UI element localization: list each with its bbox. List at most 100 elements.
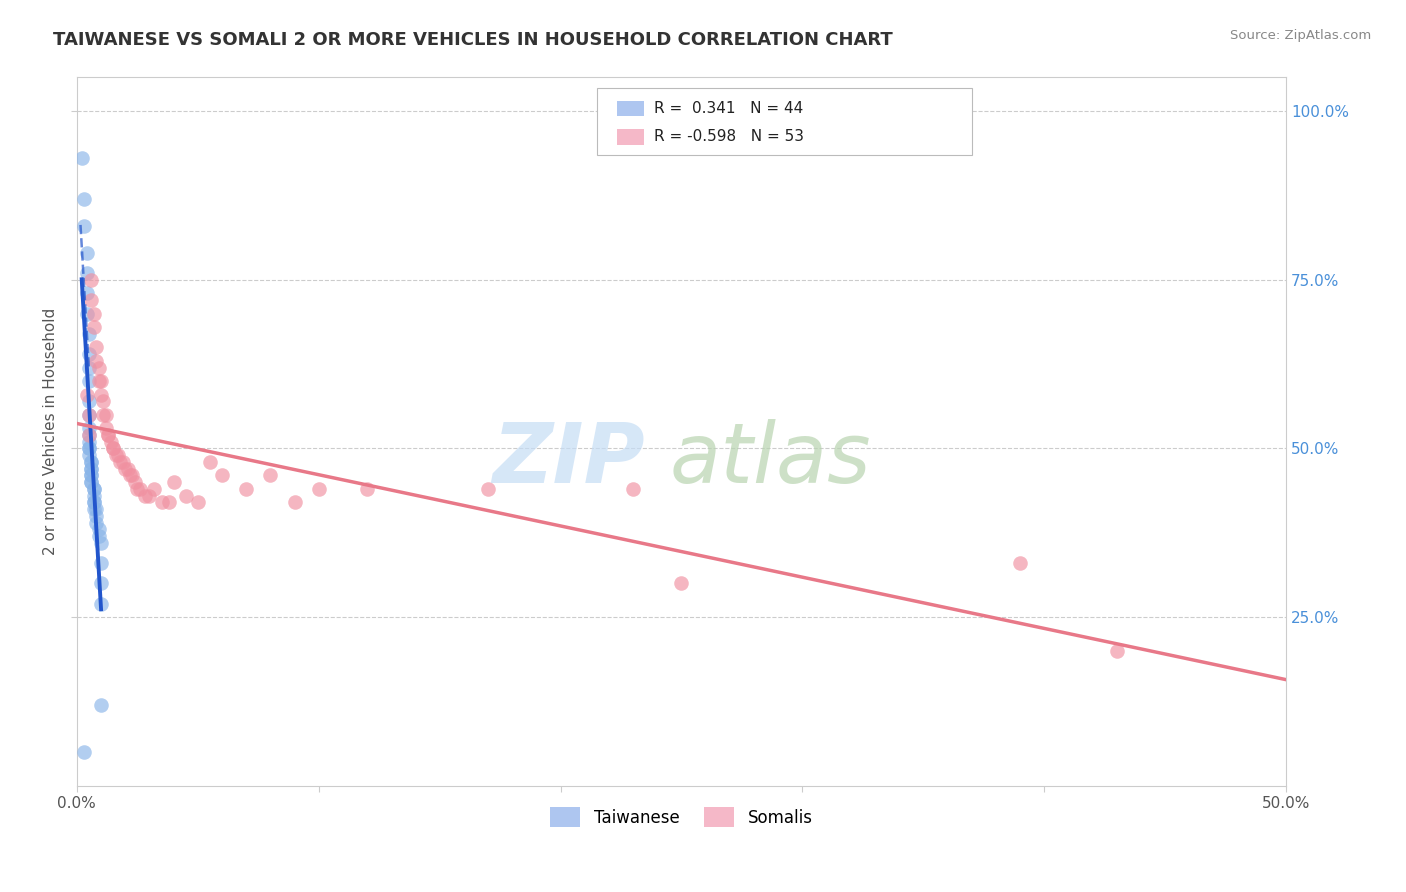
Point (120, 468, 142, 483)
Point (87, 360, 110, 375)
Point (477, 482, 499, 496)
Point (235, 482, 257, 496)
Point (90, 374, 112, 388)
Point (162, 475, 184, 490)
Text: R =  0.341   N = 44: R = 0.341 N = 44 (654, 101, 803, 116)
Point (87, 529, 110, 543)
Point (77, 326, 100, 341)
Point (121, 468, 143, 483)
Point (77, 442, 100, 456)
Point (77, 394, 100, 409)
Point (83, 320, 105, 334)
Point (93, 408, 115, 422)
FancyBboxPatch shape (596, 88, 972, 155)
Point (90, 536, 112, 550)
Point (110, 455, 132, 469)
Text: TAIWANESE VS SOMALI 2 OR MORE VEHICLES IN HOUSEHOLD CORRELATION CHART: TAIWANESE VS SOMALI 2 OR MORE VEHICLES I… (53, 31, 893, 49)
Point (77, 360, 100, 375)
Point (77, 421, 100, 435)
Point (90, 698, 112, 712)
Point (84, 353, 107, 368)
Point (73, 745, 96, 759)
Point (77, 347, 100, 361)
Point (283, 495, 305, 509)
Bar (617, 129, 644, 145)
Point (1008, 556, 1031, 570)
Point (101, 442, 124, 456)
Point (80, 273, 103, 287)
Point (80, 293, 103, 307)
Point (671, 576, 693, 591)
Point (77, 428, 100, 442)
Point (73, 192, 96, 206)
Point (128, 482, 150, 496)
Point (77, 428, 100, 442)
Point (127, 482, 149, 496)
Point (83, 495, 105, 509)
Point (84, 340, 107, 354)
Point (77, 408, 100, 422)
Point (83, 482, 105, 496)
Point (97, 428, 120, 442)
Point (84, 502, 107, 516)
Point (76, 387, 98, 401)
Point (80, 468, 103, 483)
Point (77, 374, 100, 388)
Point (87, 523, 110, 537)
Text: ZIP: ZIP (492, 419, 645, 500)
Point (157, 495, 180, 509)
Point (308, 482, 330, 496)
Point (93, 394, 115, 409)
Text: atlas: atlas (669, 419, 870, 500)
Point (76, 286, 98, 301)
Point (97, 428, 120, 442)
Point (90, 387, 112, 401)
Point (83, 307, 105, 321)
Point (111, 455, 134, 469)
Point (76, 266, 98, 280)
Point (84, 508, 107, 523)
Point (83, 489, 105, 503)
Point (80, 475, 103, 490)
Point (90, 576, 112, 591)
Point (76, 245, 98, 260)
Legend: Taiwanese, Somalis: Taiwanese, Somalis (544, 800, 820, 834)
Y-axis label: 2 or more Vehicles in Household: 2 or more Vehicles in Household (44, 308, 58, 555)
Point (101, 442, 124, 456)
Point (84, 516, 107, 530)
Point (138, 489, 160, 503)
Point (80, 475, 103, 490)
Point (198, 455, 221, 469)
Point (114, 461, 136, 475)
Point (1105, 644, 1128, 658)
Point (77, 434, 100, 449)
Point (90, 597, 112, 611)
Text: Source: ZipAtlas.com: Source: ZipAtlas.com (1230, 29, 1371, 42)
Point (83, 482, 105, 496)
Point (104, 448, 127, 462)
Point (124, 475, 146, 490)
Point (174, 489, 197, 503)
Point (80, 455, 103, 469)
Point (187, 495, 209, 509)
Point (77, 448, 100, 462)
Point (94, 421, 117, 435)
Point (87, 374, 110, 388)
Point (356, 482, 378, 496)
Point (83, 502, 105, 516)
Point (77, 442, 100, 456)
Point (80, 455, 103, 469)
Point (211, 468, 233, 483)
Point (77, 408, 100, 422)
Point (100, 434, 122, 449)
Point (134, 489, 156, 503)
Bar (617, 101, 644, 116)
Point (259, 468, 281, 483)
Point (80, 461, 103, 475)
Text: R = -0.598   N = 53: R = -0.598 N = 53 (654, 129, 804, 145)
Point (621, 482, 644, 496)
Point (107, 448, 129, 462)
Point (143, 482, 166, 496)
Point (80, 468, 103, 483)
Point (94, 408, 117, 422)
